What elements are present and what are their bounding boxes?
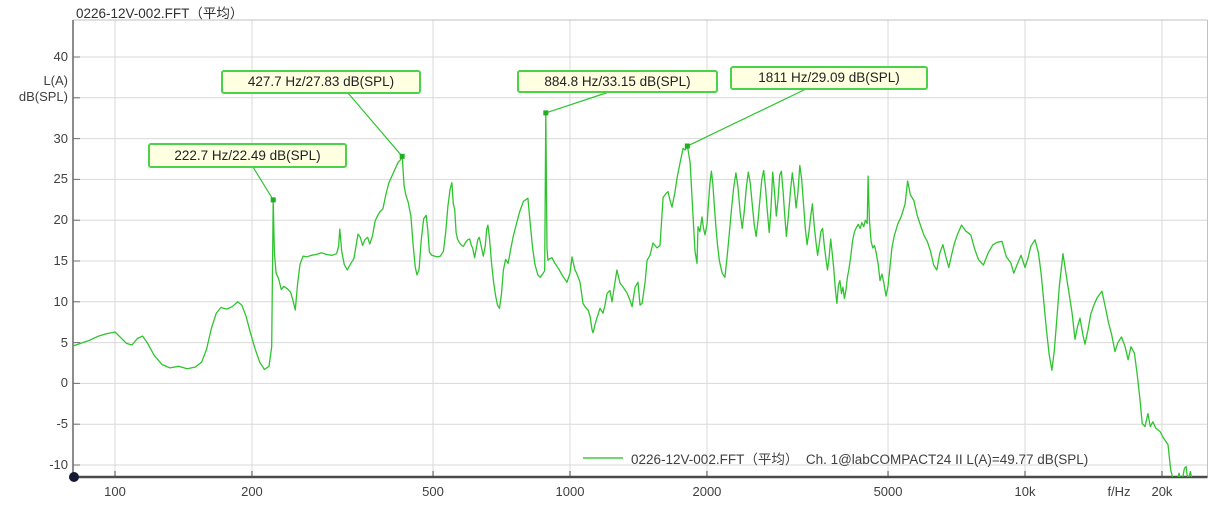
- peak-marker[interactable]: [543, 110, 549, 116]
- peak-marker[interactable]: [399, 153, 405, 159]
- x-axis-unit-label: f/Hz: [1107, 484, 1131, 499]
- y-tick-label: 0: [60, 375, 68, 391]
- legend-entry[interactable]: 0226-12V-002.FFT（平均） Ch. 1@labCOMPACT24 …: [583, 450, 1089, 467]
- y-tick-label: -10: [49, 457, 68, 472]
- y-tick-label: 10: [53, 293, 68, 309]
- legend-label: 0226-12V-002.FFT（平均） Ch. 1@labCOMPACT24 …: [631, 452, 1089, 467]
- chart-title: 0226-12V-002.FFT（平均）: [76, 6, 244, 21]
- cursor-label-box[interactable]: 427.7 Hz/27.83 dB(SPL): [221, 70, 421, 94]
- cursor-label-box[interactable]: 884.8 Hz/33.15 dB(SPL): [517, 70, 718, 93]
- x-tick-label: 200: [241, 484, 263, 499]
- x-tick-label: 10k: [1014, 484, 1036, 499]
- x-tick-label: 500: [422, 484, 444, 499]
- peak-marker[interactable]: [684, 143, 690, 149]
- y-axis-label-unit: dB(SPL): [18, 89, 68, 104]
- x-tick-label: 20k: [1151, 484, 1173, 499]
- y-tick-label: 40: [53, 49, 68, 64]
- y-tick-label: 15: [53, 253, 68, 268]
- y-tick-label: 20: [53, 212, 68, 228]
- x-tick-label: 2000: [692, 484, 722, 499]
- y-tick-label: 30: [53, 130, 68, 146]
- y-axis-label: L(A) dB(SPL): [0, 73, 68, 105]
- origin-handle-dot[interactable]: [69, 472, 79, 482]
- cursor-label-box[interactable]: 222.7 Hz/22.49 dB(SPL): [148, 143, 347, 168]
- cursor-label-box[interactable]: 1811 Hz/29.09 dB(SPL): [730, 66, 928, 90]
- y-tick-label: -5: [56, 416, 68, 432]
- x-tick-label: 1000: [555, 484, 585, 499]
- y-tick-label: 25: [53, 171, 68, 187]
- legend-line-swatch: [583, 457, 623, 459]
- x-tick-label: 100: [104, 484, 126, 499]
- y-tick-label: 5: [60, 334, 68, 350]
- y-axis-label-quantity: L(A): [43, 73, 68, 88]
- x-tick-label: 5000: [873, 484, 903, 499]
- peak-marker[interactable]: [270, 197, 276, 203]
